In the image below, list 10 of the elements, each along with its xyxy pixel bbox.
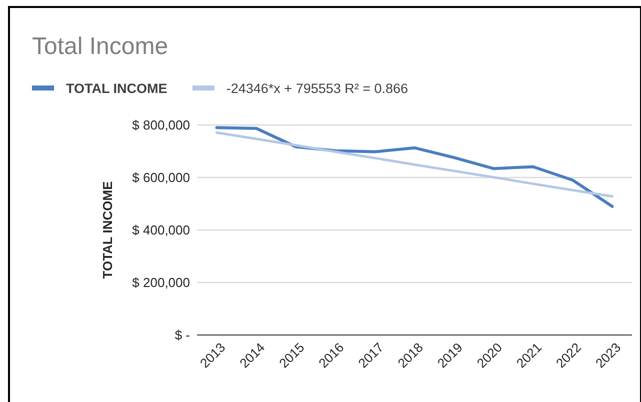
y-tick-label: $ 800,000	[132, 118, 190, 133]
y-tick-label: $ 600,000	[132, 170, 190, 186]
y-tick-label: $ 400,000	[132, 222, 190, 238]
y-axis-title: TOTAL INCOME	[100, 180, 115, 279]
line-series	[216, 131, 614, 198]
legend-label: -24346*x + 795553 R² = 0.866	[226, 81, 408, 96]
y-tick-label: $ -	[174, 328, 190, 343]
y-tick-label: $ 200,000	[132, 275, 190, 290]
chart-title: Total Income	[32, 33, 168, 60]
legend-label: TOTAL INCOME	[66, 81, 168, 96]
